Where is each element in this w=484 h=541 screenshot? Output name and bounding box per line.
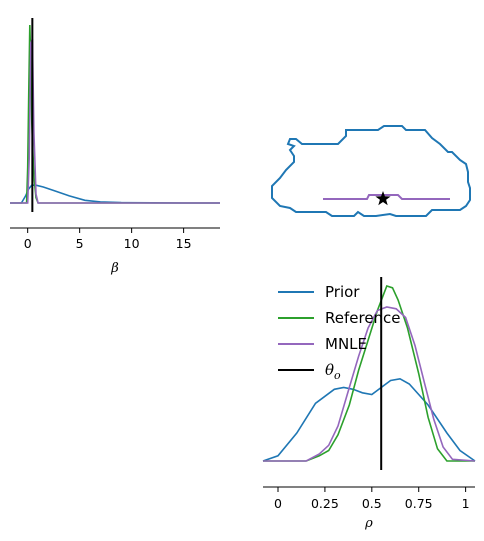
rho-axis-label: ρ	[364, 516, 373, 531]
joint-contour-panel	[271, 125, 471, 217]
beta-tick-label: 0	[24, 236, 32, 251]
legend-label: Reference	[325, 309, 401, 327]
legend-label: Prior	[325, 283, 360, 301]
beta-marginal-panel: 0 5 10 15 β	[10, 18, 220, 276]
legend-label: θo	[325, 361, 341, 382]
rho-tick-label: 0.5	[362, 496, 382, 511]
beta-density-lines	[10, 24, 220, 204]
beta-tick-label: 15	[176, 236, 192, 251]
rho-tick-label: 0.75	[405, 496, 433, 511]
beta-mnle-line	[10, 38, 220, 204]
legend-label: MNLE	[325, 335, 367, 353]
beta-tick-label: 5	[76, 236, 84, 251]
beta-axis-label: β	[110, 261, 119, 276]
rho-tick-label: 0.25	[311, 496, 339, 511]
beta-x-ticks: 0 5 10 15	[24, 228, 192, 251]
legend: Prior Reference MNLE θo	[278, 283, 401, 382]
beta-tick-label: 10	[124, 236, 140, 251]
rho-x-ticks: 0 0.25 0.5 0.75 1	[274, 487, 470, 511]
beta-prior-line	[10, 184, 220, 204]
observed-star-marker	[375, 191, 391, 206]
rho-marginal-panel: 0 0.25 0.5 0.75 1 ρ	[262, 277, 476, 531]
rho-mnle-line	[263, 306, 476, 462]
rho-tick-label: 1	[462, 496, 470, 511]
beta-reference-line	[10, 24, 220, 204]
rho-prior-line	[262, 377, 476, 462]
rho-tick-label: 0	[274, 496, 282, 511]
prior-contour	[271, 125, 471, 217]
